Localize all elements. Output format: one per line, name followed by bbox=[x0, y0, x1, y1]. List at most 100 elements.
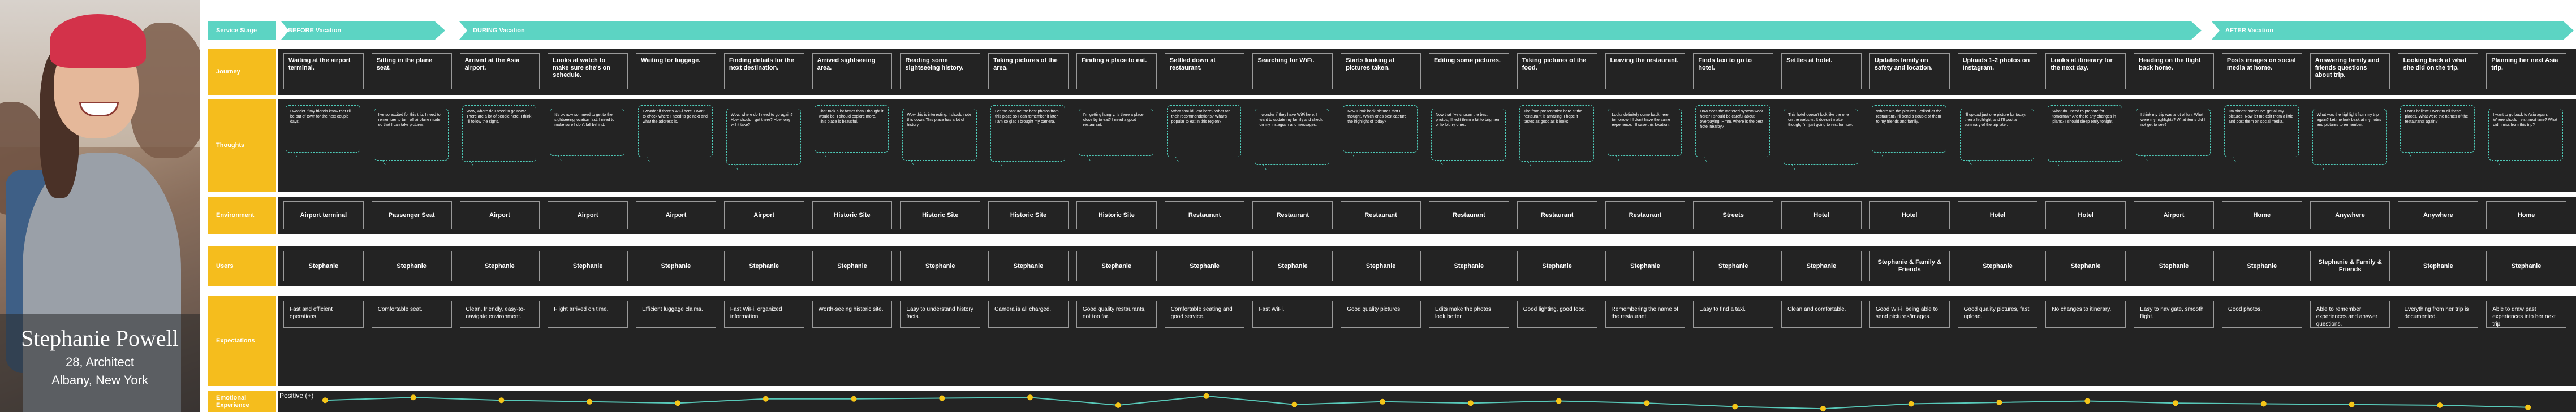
thought-bubble: Wow this is interesting. I should note t… bbox=[902, 109, 977, 161]
expectation-cell: Comfortable seat. bbox=[371, 301, 452, 328]
expectation-cell: Flight arrived on time. bbox=[548, 301, 628, 328]
users-band bbox=[278, 246, 2576, 286]
user-cell: Stephanie bbox=[1252, 251, 1333, 281]
thought-bubble: Now I look back pictures that I thought.… bbox=[1343, 105, 1418, 153]
environment-cell: Hotel bbox=[2045, 201, 2126, 229]
expectation-cell: Easy to find a taxi. bbox=[1693, 301, 1774, 328]
stage-after: AFTER Vacation bbox=[2212, 21, 2574, 40]
journey-step: Planning her next Asia trip. bbox=[2486, 53, 2566, 89]
user-cell: Stephanie bbox=[1429, 251, 1509, 281]
expectation-cell: Camera is all charged. bbox=[988, 301, 1069, 328]
thought-bubble: How does the metered system work here? I… bbox=[1695, 105, 1771, 157]
journey-step: Finding a place to eat. bbox=[1076, 53, 1157, 89]
row-label-expectations: Expectations bbox=[208, 296, 276, 386]
environment-cell: Restaurant bbox=[1429, 201, 1509, 229]
emotion-point bbox=[2260, 401, 2267, 407]
row-label-environment: Environment bbox=[208, 197, 276, 234]
environment-cell: Anywhere bbox=[2398, 201, 2479, 229]
thought-bubble: I'm almost home! I've got all my picture… bbox=[2224, 105, 2299, 157]
expectation-cell: Everything from her trip is documented. bbox=[2398, 301, 2479, 328]
emotion-point bbox=[1644, 400, 1650, 406]
expectations-band bbox=[278, 296, 2576, 386]
user-cell: Stephanie bbox=[548, 251, 628, 281]
journey-step: Uploads 1-2 photos on Instagram. bbox=[1957, 53, 2038, 89]
journey-step: Arrived at the Asia airport. bbox=[459, 53, 540, 89]
journey-step: Looks at itinerary for the next day. bbox=[2045, 53, 2126, 89]
persona-name: Stephanie Powell bbox=[21, 326, 179, 351]
emotion-point bbox=[1908, 401, 1914, 407]
environment-cell: Anywhere bbox=[2310, 201, 2390, 229]
expectation-cell: Worth-seeing historic site. bbox=[812, 301, 893, 328]
emotion-point bbox=[1027, 394, 1033, 401]
environment-cell: Historic Site bbox=[900, 201, 981, 229]
persona-location: Albany, New York bbox=[51, 373, 148, 387]
emotion-point bbox=[939, 395, 945, 401]
environment-cell: Streets bbox=[1693, 201, 1774, 229]
row-label-service-stage: Service Stage bbox=[208, 21, 276, 40]
user-cell: Stephanie bbox=[1605, 251, 1686, 281]
journey-step: Looks at watch to make sure she's on sch… bbox=[548, 53, 628, 89]
journey-step: Editing some pictures. bbox=[1429, 53, 1509, 89]
user-cell: Stephanie bbox=[2221, 251, 2302, 281]
user-cell: Stephanie bbox=[371, 251, 452, 281]
environment-cell: Airport terminal bbox=[283, 201, 364, 229]
thought-bubble: Wow, where do I need to go now? There ar… bbox=[462, 105, 537, 162]
journey-step: Leaving the restaurant. bbox=[1605, 53, 1686, 89]
expectation-cell: Able to remember experiences and answer … bbox=[2310, 301, 2390, 328]
environment-cell: Restaurant bbox=[1252, 201, 1333, 229]
stage-before: BEFORE Vacation bbox=[281, 21, 445, 40]
emotional-curve-chart bbox=[322, 393, 2531, 412]
environment-cell: Restaurant bbox=[1605, 201, 1686, 229]
expectation-cell: Easy to navigate, smooth flight. bbox=[2134, 301, 2214, 328]
expectation-cell: Good photos. bbox=[2221, 301, 2302, 328]
thought-bubble: It's ok now so I need to get to the sigh… bbox=[550, 109, 625, 156]
user-cell: Stephanie bbox=[988, 251, 1069, 281]
journey-step: Settled down at restaurant. bbox=[1164, 53, 1245, 89]
emotion-point bbox=[1380, 398, 1386, 405]
journey-step: Sitting in the plane seat. bbox=[371, 53, 452, 89]
thought-bubble: I think my trip was a lot of fun. What w… bbox=[2136, 109, 2211, 156]
emotion-point bbox=[498, 397, 505, 404]
emotion-point bbox=[587, 398, 593, 405]
emotion-point bbox=[2349, 401, 2355, 407]
environment-cell: Home bbox=[2486, 201, 2566, 229]
persona-panel: Stephanie Powell 28, Architect Albany, N… bbox=[0, 0, 200, 412]
expectation-cell: Good WiFi, being able to send pictures/i… bbox=[1869, 301, 1950, 328]
expectation-cell: Clean and comfortable. bbox=[1781, 301, 1862, 328]
journey-step: Starts looking at pictures taken. bbox=[1341, 53, 1421, 89]
emotion-point bbox=[1996, 400, 2002, 405]
environment-cell: Historic Site bbox=[812, 201, 893, 229]
thought-bubble: I wonder if they have WiFi here. I want … bbox=[1255, 109, 1330, 165]
emotion-point bbox=[1115, 402, 1121, 408]
environment-cell: Airport bbox=[636, 201, 716, 229]
expectation-cell: No changes to itinerary. bbox=[2045, 301, 2126, 328]
journey-step: Finding details for the next destination… bbox=[723, 53, 804, 89]
environment-cell: Hotel bbox=[1869, 201, 1950, 229]
user-cell: Stephanie & Family & Friends bbox=[1869, 251, 1950, 281]
thought-bubble: I can't believe I went to all these plac… bbox=[2400, 105, 2475, 153]
emotion-point bbox=[763, 396, 769, 402]
emotion-point bbox=[322, 397, 328, 404]
environment-cell: Passenger Seat bbox=[371, 201, 452, 229]
thought-bubble: What was the highlight from my trip agai… bbox=[2312, 109, 2387, 165]
environment-cell: Historic Site bbox=[988, 201, 1069, 229]
expectation-cell: Edits make the photos look better. bbox=[1429, 301, 1509, 328]
user-cell: Stephanie bbox=[1781, 251, 1862, 281]
environment-cell: Airport bbox=[459, 201, 540, 229]
user-cell: Stephanie bbox=[1693, 251, 1774, 281]
journey-step: Looking back at what she did on the trip… bbox=[2398, 53, 2479, 89]
expectation-cell: Efficient luggage claims. bbox=[636, 301, 716, 328]
thought-bubble: What do I need to prepare for tomorrow? … bbox=[2048, 105, 2123, 162]
user-cell: Stephanie bbox=[1164, 251, 1245, 281]
emotion-point bbox=[410, 394, 416, 401]
journey-step: Finds taxi to go to hotel. bbox=[1693, 53, 1774, 89]
user-cell: Stephanie bbox=[812, 251, 893, 281]
environment-band bbox=[278, 197, 2576, 234]
expectation-cell: Good quality pictures, fast upload. bbox=[1957, 301, 2038, 328]
emotion-point bbox=[1467, 400, 1474, 406]
environment-cell: Airport bbox=[723, 201, 804, 229]
user-cell: Stephanie & Family & Friends bbox=[2310, 251, 2390, 281]
thought-bubble: I'll upload just one picture for today, … bbox=[1959, 109, 2035, 161]
journey-step: Waiting for luggage. bbox=[636, 53, 716, 89]
thought-bubble: I wonder if there's WiFi here. I want to… bbox=[638, 105, 713, 157]
